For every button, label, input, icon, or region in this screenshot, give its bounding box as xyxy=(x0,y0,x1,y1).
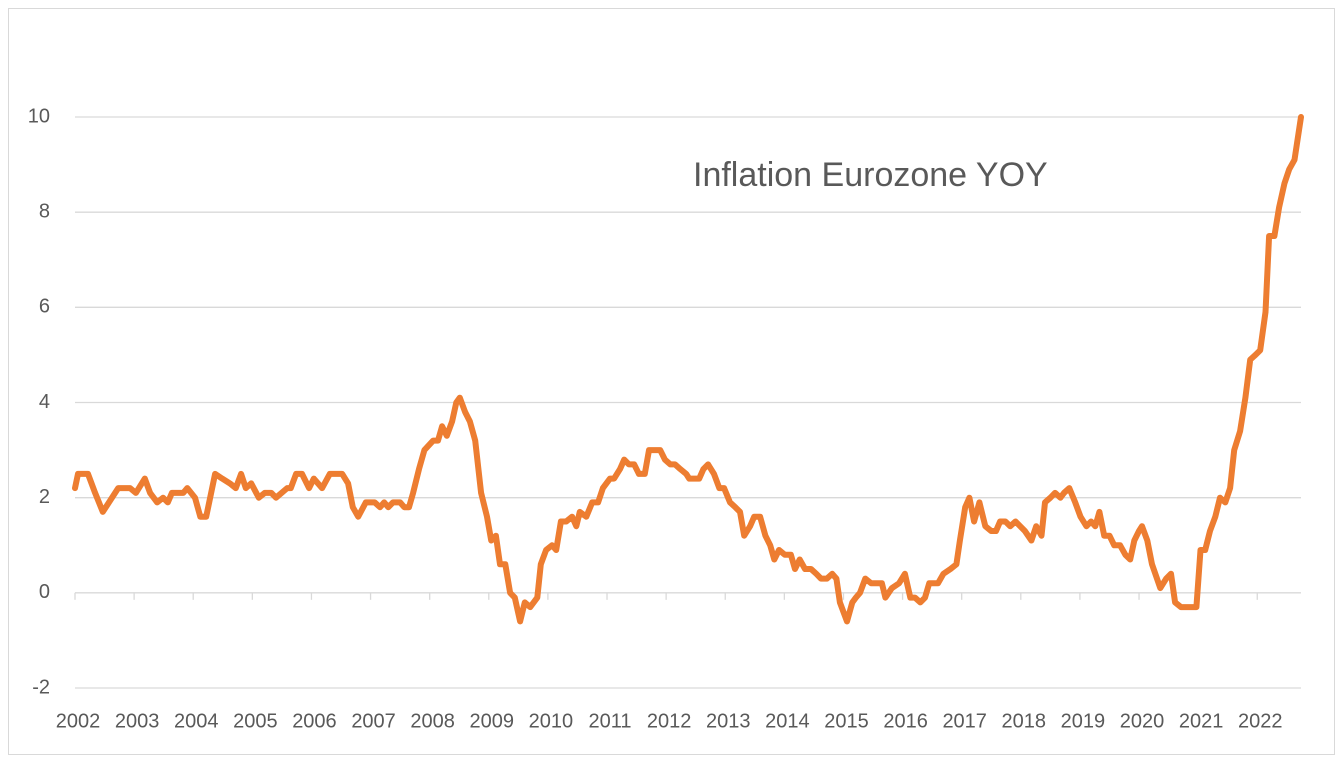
x-tick-label: 2010 xyxy=(529,710,574,732)
x-tick-label: 2008 xyxy=(410,710,455,732)
y-tick-label: 6 xyxy=(39,296,50,318)
x-tick-label: 2015 xyxy=(824,710,869,732)
x-tick-label: 2011 xyxy=(589,710,632,732)
x-tick-label: 2021 xyxy=(1179,710,1224,732)
x-tick-label: 2009 xyxy=(470,710,515,732)
chart-title: Inflation Eurozone YOY xyxy=(693,156,1048,194)
chart-border xyxy=(8,8,1335,755)
x-tick-label: 2005 xyxy=(233,710,278,732)
x-tick-label: 2022 xyxy=(1238,710,1283,732)
x-tick-label: 2013 xyxy=(706,710,751,732)
y-tick-label: 0 xyxy=(39,581,50,603)
x-tick-label: 2018 xyxy=(1002,710,1047,732)
x-tick-label: 2014 xyxy=(765,710,810,732)
x-tick-label: 2019 xyxy=(1061,710,1106,732)
y-tick-label: 8 xyxy=(39,200,50,222)
x-tick-label: 2012 xyxy=(647,710,692,732)
x-tick-label: 2007 xyxy=(351,710,396,732)
x-tick-label: 2004 xyxy=(174,710,219,732)
y-tick-label: -2 xyxy=(32,676,50,698)
y-tick-label: 4 xyxy=(39,391,50,413)
x-tick-label: 2020 xyxy=(1120,710,1165,732)
data-line xyxy=(72,114,1304,625)
x-tick-label: 2016 xyxy=(883,710,928,732)
x-tick-label: 2003 xyxy=(115,710,160,732)
x-tick-label: 2017 xyxy=(942,710,987,732)
y-tick-label: 2 xyxy=(39,486,50,508)
x-tick-label: 2006 xyxy=(292,710,337,732)
y-tick-label: 10 xyxy=(28,105,50,127)
x-tick-label: 2002 xyxy=(56,710,101,732)
